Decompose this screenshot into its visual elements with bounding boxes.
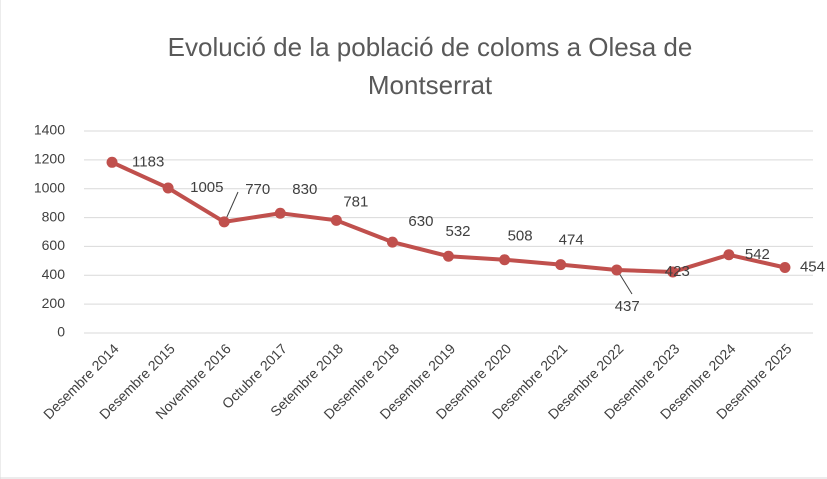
marker [443,250,454,262]
y-tick-label: 1000 [34,179,65,195]
data-label: 630 [408,213,433,230]
data-label: 1005 [190,179,223,196]
data-label: 508 [508,228,533,245]
marker [106,156,118,168]
y-tick-label: 600 [42,237,66,253]
y-tick-label: 400 [42,266,66,282]
marker [274,207,286,219]
marker [723,249,735,261]
marker [386,236,398,248]
marker [611,264,623,276]
data-label: 474 [559,232,584,249]
data-label: 532 [446,223,471,240]
leader-line [618,272,633,295]
marker [330,214,342,226]
y-tick-label: 200 [42,295,66,311]
marker [555,259,567,271]
data-label: 830 [292,181,317,198]
data-label: 437 [615,298,640,315]
data-label: 542 [745,246,770,263]
marker [218,216,230,228]
y-tick-label: 800 [42,208,66,224]
data-label: 454 [800,258,825,275]
data-label: 781 [343,193,368,210]
leader-line [225,191,239,220]
chart-title: Evolució de la població de coloms a Oles… [167,32,693,100]
marker [667,266,679,278]
data-label: 423 [665,263,690,280]
y-tick-label: 1200 [34,151,65,167]
marker [499,254,511,266]
marker [779,261,791,273]
y-tick-label: 0 [57,324,65,340]
data-label: 1183 [132,153,164,170]
data-label: 770 [245,181,270,198]
y-tick-label: 1400 [34,122,65,138]
marker [162,182,174,194]
